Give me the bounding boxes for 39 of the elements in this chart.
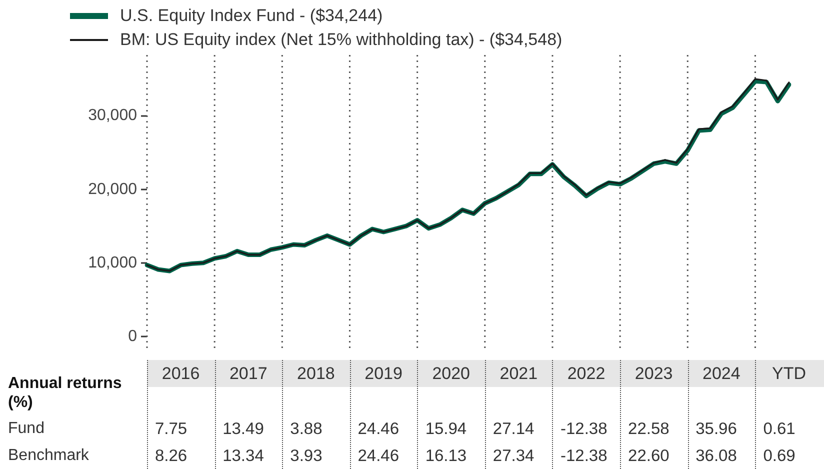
x-tick-label: YTD — [770, 364, 807, 384]
y-tick-label: Benchmark — [8, 447, 89, 465]
data-label: 35.96 — [696, 420, 737, 439]
data-label: 13.34 — [222, 447, 264, 466]
data-label: 22.58 — [628, 420, 670, 439]
x-tick-label: 2022 — [566, 364, 606, 384]
y-tick-label: 0 — [128, 328, 138, 345]
data-label: 0.69 — [763, 447, 796, 466]
data-label: 27.34 — [492, 447, 534, 466]
data-label: -12.38 — [560, 420, 608, 439]
data-label: 27.14 — [492, 420, 534, 439]
data-label: -12.38 — [560, 447, 608, 466]
data-label: 0.61 — [763, 420, 796, 439]
data-label: 24.46 — [358, 447, 400, 466]
x-tick-label: 2016 — [160, 364, 201, 384]
y-tick-label: 20,000 — [88, 180, 138, 198]
legend-label: BM: US Equity index (Net 15% withholding tax) - ($34,548) — [120, 29, 562, 51]
chart-title: Annual returns (%) — [8, 374, 123, 412]
data-label: 15.94 — [425, 420, 467, 439]
y-tick-label: 10,000 — [88, 254, 138, 272]
x-tick-label: 2019 — [364, 364, 404, 384]
x-tick-label: 2023 — [634, 364, 674, 384]
data-label: 22.60 — [628, 447, 670, 466]
data-label: 3.93 — [290, 447, 322, 466]
data-label: 7.75 — [155, 420, 188, 439]
x-tick-label: 2024 — [702, 364, 742, 384]
x-tick-label: 2018 — [296, 364, 336, 384]
x-tick-label: 2021 — [498, 364, 539, 384]
data-label: 16.13 — [425, 447, 467, 466]
data-label: 3.88 — [290, 420, 322, 439]
x-tick-label: 2020 — [431, 364, 472, 384]
data-label: 36.08 — [696, 447, 737, 466]
data-label: 13.49 — [222, 420, 264, 439]
legend-label: U.S. Equity Index Fund - ($34,244) — [120, 5, 383, 27]
y-tick-label: 30,000 — [88, 107, 138, 124]
y-tick-label: Fund — [8, 420, 44, 438]
data-label: 8.26 — [155, 447, 188, 466]
x-tick-label: 2017 — [228, 364, 268, 384]
data-label: 24.46 — [358, 420, 400, 439]
